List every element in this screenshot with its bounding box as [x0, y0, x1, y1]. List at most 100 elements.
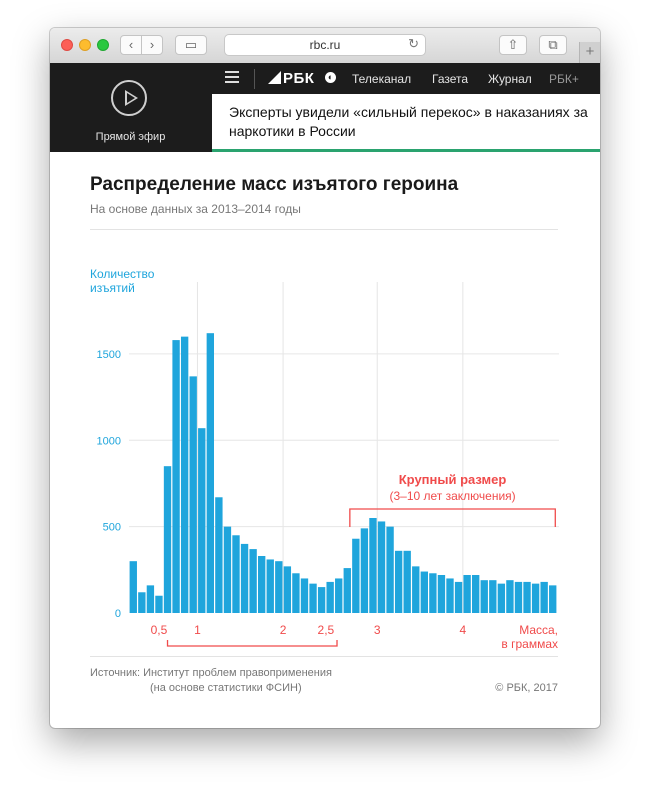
- y-tick-label: 1500: [97, 349, 121, 361]
- logo-badge-icon: ◐: [325, 72, 336, 83]
- bar: [309, 583, 317, 613]
- forward-button[interactable]: ›: [141, 35, 163, 55]
- source-divider: [90, 656, 558, 657]
- nav-item-newspaper[interactable]: Газета: [432, 72, 469, 86]
- site-nav: РБК ◐ Телеканал Газета Журнал РБК+: [212, 63, 600, 94]
- bar: [198, 428, 206, 613]
- x-axis-label: Масса,: [519, 623, 558, 637]
- bar: [506, 580, 514, 613]
- copyright: © РБК, 2017: [495, 682, 558, 694]
- share-icon: ⇧: [507, 37, 519, 52]
- large-size-label: Крупный размер: [399, 472, 507, 487]
- y-axis-label: изъятий: [90, 281, 135, 295]
- bar: [266, 559, 274, 613]
- histogram-chart: Крупный размер (3–10 лет заключения) Значи…: [90, 267, 559, 652]
- bar: [540, 581, 548, 613]
- bar: [386, 526, 394, 613]
- bar: [335, 578, 343, 613]
- title-divider: [90, 229, 558, 230]
- source-note: Источник: Институт проблем правоприменен…: [90, 666, 332, 696]
- bar: [360, 528, 369, 613]
- sidebar-icon: ▭: [184, 37, 198, 52]
- menu-icon[interactable]: [225, 71, 239, 83]
- live-label: Прямой эфир: [95, 131, 166, 143]
- bar: [292, 573, 300, 613]
- headline-text: Эксперты увидели «сильный перекос» в нак…: [229, 104, 588, 139]
- bar: [189, 376, 197, 613]
- bar: [249, 549, 257, 613]
- bar: [489, 580, 497, 613]
- bar: [215, 497, 223, 613]
- bar: [369, 518, 377, 613]
- chevron-right-icon: ›: [149, 37, 155, 52]
- y-axis-label: Количество: [90, 267, 155, 281]
- bar: [472, 575, 480, 613]
- significant-size-bracket: [166, 640, 338, 647]
- close-window-button[interactable]: [61, 39, 73, 51]
- bar: [523, 581, 531, 613]
- chevron-left-icon: ‹: [128, 37, 134, 52]
- chart-annotations: Крупный размер (3–10 лет заключения) Значи…: [166, 472, 556, 652]
- bar: [240, 543, 249, 613]
- y-tick-label: 1000: [97, 435, 121, 447]
- browser-window: ‹ › ▭ rbc.ru ↻ ⇧ ⧉ + Прямой эфир РБК ◐ Т…: [50, 28, 600, 728]
- bar: [232, 535, 240, 613]
- bar: [326, 581, 334, 613]
- bar: [437, 575, 446, 613]
- back-button[interactable]: ‹: [120, 35, 142, 55]
- site-header: Прямой эфир РБК ◐ Телеканал Газета Журна…: [50, 63, 600, 152]
- bar: [275, 561, 283, 613]
- bar: [343, 568, 351, 613]
- nav-item-rbc-plus[interactable]: РБК+: [549, 72, 579, 86]
- bar: [549, 585, 557, 613]
- live-stream-button[interactable]: Прямой эфир: [50, 63, 211, 152]
- bar: [138, 592, 146, 613]
- bar: [463, 575, 471, 613]
- source-line-2: (на основе статистики ФСИН): [150, 682, 302, 694]
- new-tab-button[interactable]: +: [579, 42, 600, 63]
- bar: [223, 526, 232, 613]
- bar: [446, 578, 454, 613]
- bar: [129, 561, 137, 613]
- zoom-window-button[interactable]: [97, 39, 109, 51]
- rbc-logo[interactable]: РБК: [268, 70, 314, 87]
- bar: [258, 556, 266, 613]
- bar: [352, 538, 360, 613]
- tabs-overview-button[interactable]: ⧉: [539, 35, 567, 55]
- bar: [514, 581, 523, 613]
- chart-bars: [129, 333, 557, 613]
- bar: [429, 573, 437, 613]
- bar: [180, 336, 189, 613]
- bar: [403, 550, 411, 613]
- source-line-1: Источник: Институт проблем правоприменен…: [90, 667, 332, 679]
- bar: [531, 583, 540, 613]
- bar: [206, 333, 214, 613]
- reload-icon[interactable]: ↻: [408, 36, 419, 51]
- bar: [172, 340, 180, 613]
- chart-subtitle: На основе данных за 2013–2014 годы: [90, 202, 301, 216]
- y-tick-label: 500: [103, 522, 121, 534]
- bar: [163, 466, 172, 613]
- share-button[interactable]: ⇧: [499, 35, 527, 55]
- nav-divider: [254, 69, 255, 89]
- minimize-window-button[interactable]: [79, 39, 91, 51]
- nav-item-magazine[interactable]: Журнал: [488, 72, 532, 86]
- tabs-icon: ⧉: [548, 37, 558, 52]
- bar: [412, 566, 420, 613]
- x-tick-label: 4: [459, 623, 466, 637]
- sidebar-button[interactable]: ▭: [175, 35, 207, 55]
- bar: [394, 550, 403, 613]
- x-tick-label: 3: [374, 623, 381, 637]
- headline-banner[interactable]: Эксперты увидели «сильный перекос» в нак…: [212, 94, 600, 149]
- x-tick-label: 2: [280, 623, 287, 637]
- nav-item-tv[interactable]: Телеканал: [352, 72, 412, 86]
- bar: [454, 581, 463, 613]
- play-icon: [111, 80, 147, 116]
- x-tick-label: 0,5: [151, 623, 168, 637]
- significant-size-label: Значительный размер: [180, 650, 325, 652]
- bar: [480, 580, 488, 613]
- headline-underline: [212, 149, 600, 152]
- address-bar[interactable]: rbc.ru ↻: [224, 34, 426, 56]
- browser-toolbar: ‹ › ▭ rbc.ru ↻ ⇧ ⧉ +: [50, 28, 600, 64]
